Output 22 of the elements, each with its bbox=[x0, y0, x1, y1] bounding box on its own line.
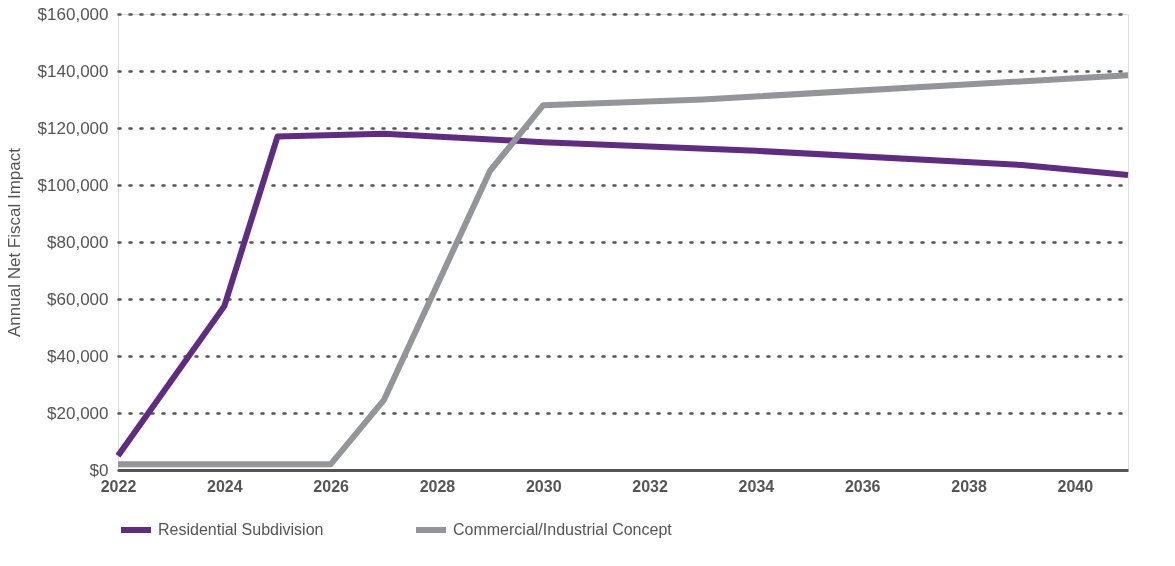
x-tick-label: 2034 bbox=[738, 477, 775, 495]
y-tick-label: $120,000 bbox=[37, 118, 109, 138]
legend-label: Commercial/Industrial Concept bbox=[453, 521, 673, 538]
y-tick-label: $0 bbox=[89, 460, 109, 480]
legend-label: Residential Subdivision bbox=[158, 521, 324, 538]
y-tick-label: $80,000 bbox=[47, 232, 109, 252]
x-tick-label: 2032 bbox=[632, 477, 668, 495]
y-tick-label: $20,000 bbox=[47, 403, 109, 423]
x-tick-label: 2038 bbox=[951, 477, 987, 495]
x-tick-label: 2028 bbox=[419, 477, 456, 495]
y-tick-label: $140,000 bbox=[37, 61, 109, 81]
x-tick-label: 2022 bbox=[100, 477, 137, 495]
x-tick-label: 2040 bbox=[1057, 477, 1094, 495]
x-tick-label: 2024 bbox=[207, 477, 243, 495]
y-axis-title: Annual Net Fiscal Impact bbox=[4, 147, 24, 337]
y-tick-label: $100,000 bbox=[37, 175, 109, 195]
y-tick-label: $60,000 bbox=[47, 289, 109, 309]
x-tick-label: 2030 bbox=[525, 477, 562, 495]
y-tick-label: $40,000 bbox=[47, 346, 109, 366]
x-tick-label: 2026 bbox=[313, 477, 350, 495]
x-tick-label: 2036 bbox=[844, 477, 881, 495]
y-tick-label: $160,000 bbox=[37, 4, 109, 24]
